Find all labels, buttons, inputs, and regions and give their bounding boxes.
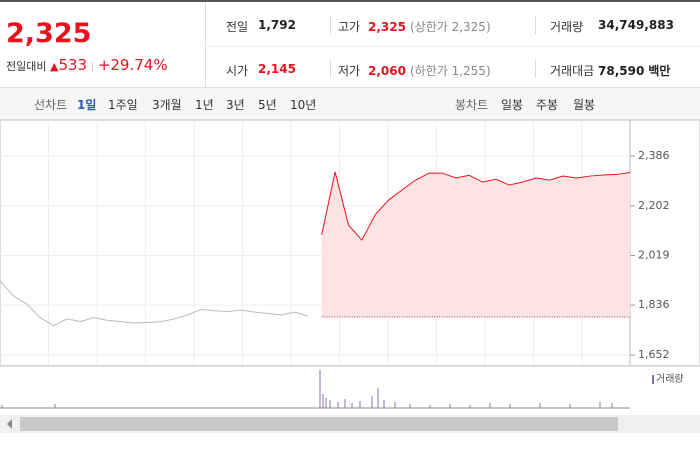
y-tick-label: 2,202 xyxy=(638,199,670,212)
period-tab[interactable]: 1주일 xyxy=(108,98,138,112)
price: 2,325 xyxy=(6,18,92,49)
volume-label: 거래량 xyxy=(656,373,684,385)
period-tab[interactable]: 3개월 xyxy=(152,98,182,112)
stat: 저가 2,060 (하한가 1,255) xyxy=(338,62,491,79)
line-chart-label: 선차트 xyxy=(34,98,68,112)
stat-label: 거래량 xyxy=(550,20,584,34)
stat-label: 고가 xyxy=(338,20,361,34)
period-tab[interactable]: 1일 xyxy=(77,98,97,112)
toolbar: 선차트 1일 1주일 3개월 1년 3년 5년 10년 봉차트 일봉 주봉 월봉 xyxy=(0,88,700,120)
stat-value: 2,325 (상한가 2,325) xyxy=(368,20,491,34)
price-line xyxy=(321,171,631,241)
stat-extra: (상한가 2,325) xyxy=(409,20,491,34)
change: 전일대비 ▲533 | +29.74% xyxy=(6,56,168,74)
stat-label: 전일 xyxy=(226,20,249,34)
summary: 2,325 전일대비 ▲533 | +29.74% 전일 1,792 고가 2,325… xyxy=(0,0,700,88)
stat: 거래대금 78,590 백만 xyxy=(550,62,670,79)
stat: 시가 2,145 xyxy=(226,62,296,79)
area-fill xyxy=(321,171,630,318)
stat-label: 거래대금 xyxy=(550,64,595,78)
stat: 거래량 34,749,883 xyxy=(550,18,674,35)
period-tab[interactable]: 3년 xyxy=(226,98,245,112)
chart: 2,386 2,202 2,019 1,836 1,652 거래량 xyxy=(0,120,700,433)
candle-tab[interactable]: 월봉 xyxy=(573,98,596,112)
period-tab[interactable]: 5년 xyxy=(258,98,277,112)
price-panel: 2,325 전일대비 ▲533 | +29.74% xyxy=(0,2,206,88)
up-icon: ▲ xyxy=(49,60,59,73)
scroll-left[interactable] xyxy=(7,419,12,429)
y-tick-label: 2,386 xyxy=(638,149,670,162)
stat: 전일 1,792 xyxy=(226,18,296,35)
stat-extra: (하한가 1,255) xyxy=(409,64,491,78)
y-tick-label: 1,652 xyxy=(638,348,670,361)
stat-label: 저가 xyxy=(338,64,361,78)
change-rate: +29.74% xyxy=(97,56,168,74)
scrollbar-thumb[interactable] xyxy=(20,417,618,431)
stat-label: 시가 xyxy=(226,64,249,78)
stat-value: 34,749,883 xyxy=(598,18,674,32)
stat-unit: 백만 xyxy=(648,64,671,78)
period-tab[interactable]: 10년 xyxy=(290,98,317,112)
candle-tab[interactable]: 일봉 xyxy=(501,98,524,112)
volume-legend-swatch xyxy=(652,375,654,384)
stat-value: 2,060 (하한가 1,255) xyxy=(368,64,491,78)
candle-tab[interactable]: 주봉 xyxy=(536,98,559,112)
y-tick-label: 1,836 xyxy=(638,298,670,311)
change-label: 전일대비 xyxy=(6,60,47,73)
stat-value: 78,590 백만 xyxy=(598,64,671,78)
price-line xyxy=(0,280,309,327)
period-tab[interactable]: 1년 xyxy=(195,98,214,112)
stat-value: 1,792 xyxy=(258,18,296,32)
candle-chart-label: 봉차트 xyxy=(455,98,489,112)
y-tick-label: 2,019 xyxy=(638,249,670,262)
stat-value: 2,145 xyxy=(258,62,296,76)
change-value: 533 xyxy=(58,56,88,74)
stat: 고가 2,325 (상한가 2,325) xyxy=(338,18,491,35)
